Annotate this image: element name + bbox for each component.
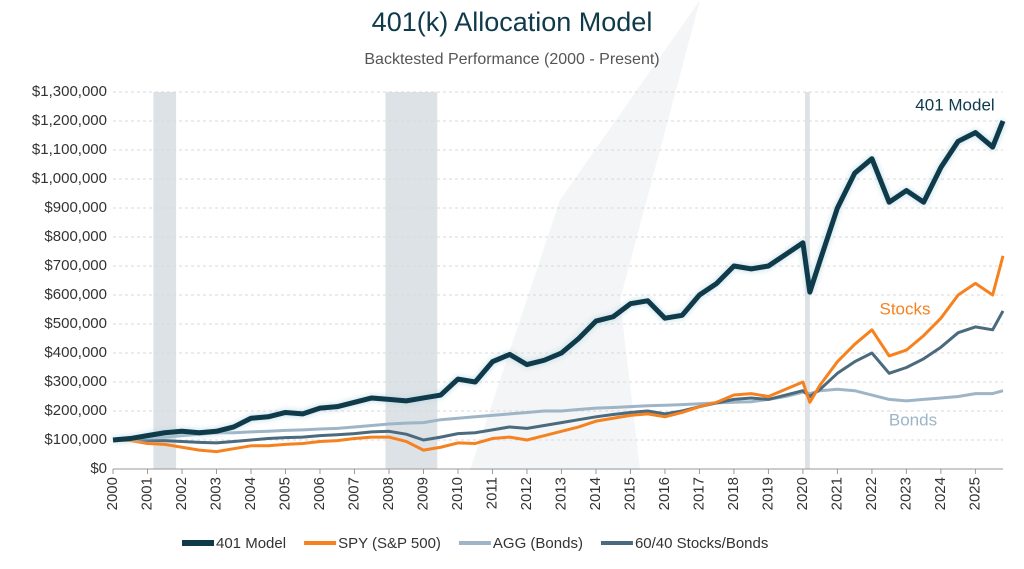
line — [112, 387, 1004, 442]
line — [112, 255, 1005, 454]
y-tick-label: $1,300,000 — [32, 83, 107, 100]
y-tick-label: $800,000 — [44, 228, 107, 245]
y-tick-label: $500,000 — [44, 315, 107, 332]
x-tick-label: 2007 — [345, 477, 362, 510]
y-tick-label: $1,000,000 — [32, 170, 107, 187]
x-tick-label: 2018 — [725, 477, 742, 510]
y-tick-label: $1,200,000 — [32, 112, 107, 129]
legend: 401 Model SPY (S&P 500) AGG (Bonds) 60/40 S… — [182, 535, 768, 552]
x-tick-label: 2013 — [552, 477, 569, 510]
legend-label: 401 Model — [216, 535, 286, 552]
annotation: Stocks — [879, 299, 930, 318]
y-tick-label: $200,000 — [44, 402, 107, 419]
legend-label: AGG (Bonds) — [493, 535, 583, 552]
y-tick-label: $0 — [90, 460, 107, 477]
y-tick-label: $400,000 — [44, 344, 107, 361]
x-tick-label: 2024 — [932, 477, 949, 510]
y-tick-label: $300,000 — [44, 373, 107, 390]
x-tick-label: 2002 — [173, 477, 190, 510]
chart-title: 401(k) Allocation Model — [372, 7, 653, 37]
x-tick-label: 2015 — [621, 477, 638, 510]
line — [113, 310, 1005, 445]
x-tick-label: 2021 — [828, 477, 845, 510]
y-tick-label: $600,000 — [44, 286, 107, 303]
x-tick-label: 2023 — [897, 477, 914, 510]
x-tick-label: 2010 — [449, 477, 466, 510]
x-tick-label: 2003 — [207, 477, 224, 510]
shaded-region — [153, 92, 177, 469]
x-tick-label: 2009 — [414, 477, 431, 510]
x-tick-label: 2025 — [966, 477, 983, 510]
shaded-region — [385, 92, 438, 469]
x-tick-label: 2012 — [518, 477, 535, 510]
x-tick-label: 2008 — [380, 477, 397, 510]
y-tick-label: $700,000 — [44, 257, 107, 274]
x-tick-label: 2005 — [276, 477, 293, 510]
y-tick-label: $100,000 — [44, 431, 107, 448]
x-tick-label: 2000 — [104, 477, 121, 510]
annotation: Bonds — [889, 410, 937, 429]
watermark — [470, 0, 700, 470]
y-tick-label: $900,000 — [44, 199, 107, 216]
line — [112, 120, 1006, 443]
chart-subtitle: Backtested Performance (2000 - Present) — [364, 51, 659, 68]
x-tick-label: 2006 — [311, 477, 328, 510]
x-tick-label: 2022 — [863, 477, 880, 510]
x-tick-label: 2004 — [242, 477, 259, 510]
legend-label: 60/40 Stocks/Bonds — [635, 535, 768, 552]
y-tick-label: $1,100,000 — [32, 141, 107, 158]
x-tick-label: 2014 — [587, 477, 604, 510]
x-tick-label: 2001 — [138, 477, 155, 510]
legend-label: SPY (S&P 500) — [338, 535, 441, 552]
x-tick-label: 2011 — [483, 477, 500, 509]
x-tick-label: 2019 — [759, 477, 776, 510]
annotation: 401 Model — [915, 95, 994, 114]
x-tick-label: 2017 — [690, 477, 707, 510]
x-tick-label: 2020 — [794, 477, 811, 510]
x-tick-label: 2016 — [656, 477, 673, 510]
